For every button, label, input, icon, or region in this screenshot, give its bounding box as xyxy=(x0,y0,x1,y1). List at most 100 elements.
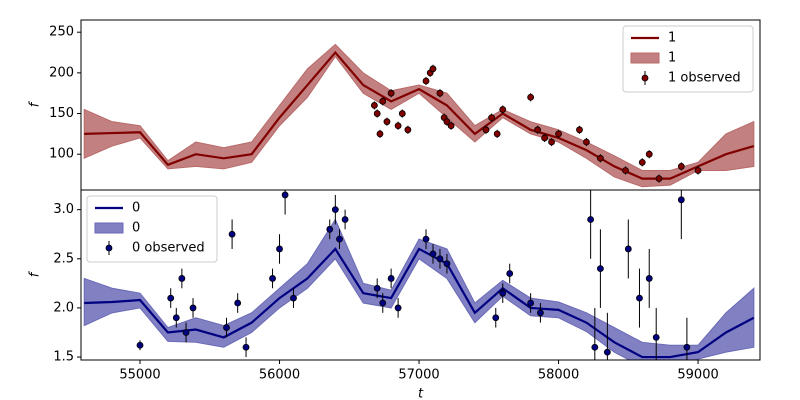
y-tick-label: 1.5 xyxy=(53,350,74,365)
y-tick-label: 2.0 xyxy=(53,300,74,315)
legend-label: 0 xyxy=(132,201,140,216)
observed-point xyxy=(636,294,643,302)
legend-swatch xyxy=(630,52,660,64)
observed-point xyxy=(694,167,702,174)
legend-box xyxy=(86,195,218,263)
observed-point xyxy=(587,216,595,223)
y-tick-label: 2.5 xyxy=(53,251,74,266)
observed-point xyxy=(379,97,387,105)
observed-point xyxy=(136,341,144,349)
observed-point xyxy=(555,130,562,138)
observed-point xyxy=(645,150,653,158)
observed-point xyxy=(622,167,629,174)
legend-label: 0 observed xyxy=(132,241,205,256)
legend-label: 1 xyxy=(668,51,676,66)
plot-area xyxy=(83,190,755,360)
observed-point xyxy=(482,126,490,134)
observed-point xyxy=(172,314,180,322)
observed-point xyxy=(383,118,391,126)
observed-point xyxy=(326,225,334,233)
observed-point xyxy=(376,130,384,138)
observed-point xyxy=(603,348,611,356)
observed-point xyxy=(167,294,175,302)
observed-point xyxy=(178,275,186,282)
y-axis-label: f xyxy=(28,270,43,277)
observed-point xyxy=(436,255,444,263)
observed-point xyxy=(436,89,444,97)
y-tick-label: 100 xyxy=(49,147,74,162)
observed-point xyxy=(228,230,236,238)
observed-point xyxy=(373,284,381,292)
legend-label: 1 xyxy=(668,31,676,46)
observed-point xyxy=(443,118,451,126)
observed-point xyxy=(182,329,190,336)
observed-point xyxy=(493,130,501,138)
observed-point xyxy=(534,126,542,134)
x-tick-label: 56000 xyxy=(259,368,300,383)
y-tick-label: 150 xyxy=(49,106,74,121)
observed-point xyxy=(683,343,691,351)
observed-point xyxy=(290,294,297,302)
observed-point xyxy=(645,275,653,282)
legend-marker xyxy=(105,244,113,252)
observed-point xyxy=(429,250,437,258)
legend-swatch xyxy=(94,222,124,234)
observed-point xyxy=(370,102,378,109)
legend-label: 1 observed xyxy=(668,71,741,86)
observed-point xyxy=(276,245,283,253)
observed-point xyxy=(422,235,430,243)
observed-point xyxy=(506,270,514,277)
legend: 0 0 0 observed xyxy=(86,195,218,263)
observed-point xyxy=(336,235,343,243)
x-tick-label: 55000 xyxy=(119,368,160,383)
observed-point xyxy=(398,110,406,117)
observed-point xyxy=(541,134,548,142)
observed-point xyxy=(281,191,289,199)
observed-point xyxy=(429,65,437,73)
observed-point xyxy=(596,154,604,162)
y-tick-label: 250 xyxy=(49,25,74,40)
observed-point xyxy=(331,206,339,214)
observed-point xyxy=(341,216,349,223)
observed-point xyxy=(387,275,395,282)
model-line xyxy=(84,50,755,180)
observed-point xyxy=(223,324,230,331)
observed-point xyxy=(447,122,455,130)
observed-point xyxy=(583,138,590,146)
observed-point xyxy=(404,126,412,134)
observed-point xyxy=(379,299,387,307)
observed-point xyxy=(394,304,402,312)
legend-box xyxy=(622,25,754,93)
observed-point xyxy=(488,114,495,122)
x-tick-label: 57000 xyxy=(398,368,439,383)
plot-area xyxy=(83,43,755,188)
observed-point xyxy=(269,275,276,282)
observed-point xyxy=(373,110,381,117)
observed-point xyxy=(576,126,583,134)
observed-point xyxy=(527,299,535,307)
observed-point xyxy=(591,343,599,351)
x-tick-label: 58000 xyxy=(538,368,579,383)
observed-point xyxy=(189,304,197,312)
observed-point xyxy=(492,314,500,322)
y-tick-label: 200 xyxy=(49,65,74,80)
observed-point xyxy=(527,93,535,101)
observed-point xyxy=(394,122,402,130)
observed-point xyxy=(677,163,685,170)
legend-label: 0 xyxy=(132,221,140,236)
observed-point xyxy=(234,299,242,307)
observed-point xyxy=(443,260,451,268)
observed-point xyxy=(596,265,604,273)
observed-point xyxy=(499,106,507,113)
observed-point xyxy=(387,89,395,97)
observed-point xyxy=(422,77,430,85)
observed-point xyxy=(537,309,544,317)
model-line xyxy=(84,247,755,359)
observed-point xyxy=(548,138,555,146)
x-tick-label: 59000 xyxy=(677,368,718,383)
observed-point xyxy=(652,333,660,341)
x-axis-label: t xyxy=(418,387,424,400)
observed-point xyxy=(677,196,685,204)
